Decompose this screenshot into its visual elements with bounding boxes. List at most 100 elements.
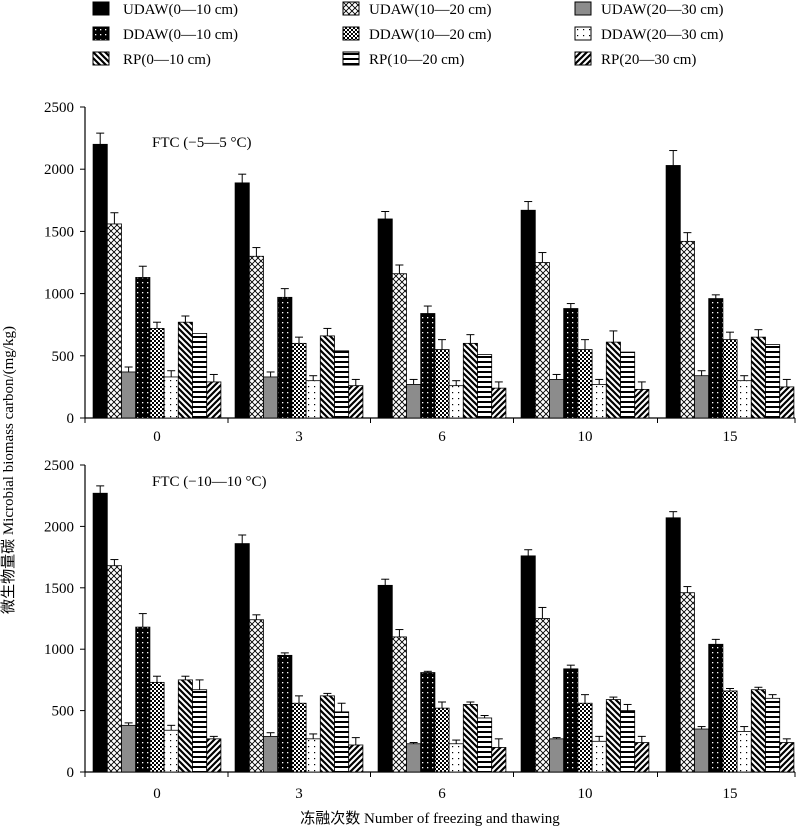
bar (106, 565, 122, 773)
legend-item: RP(20—30 cm) (574, 51, 696, 68)
bar (135, 626, 151, 773)
bar (750, 336, 766, 419)
legend-swatch (574, 51, 592, 66)
bar (177, 321, 193, 419)
bar (679, 240, 695, 419)
bar (779, 742, 795, 773)
x-tick-label: 3 (295, 786, 303, 802)
bar (563, 668, 579, 773)
bar (736, 380, 752, 419)
bar (192, 689, 208, 773)
legend-item: UDAW(10—20 cm) (342, 1, 492, 18)
legend-swatch (342, 26, 360, 41)
y-tick-label: 2000 (44, 162, 74, 178)
bar (277, 654, 293, 773)
bar (708, 298, 724, 419)
bar (722, 690, 738, 773)
bar (121, 371, 137, 419)
bar (149, 328, 165, 419)
bar (121, 724, 137, 773)
x-tick-label: 0 (153, 429, 161, 445)
bar (263, 376, 279, 419)
y-tick-label: 1000 (44, 642, 74, 658)
bar (248, 619, 264, 773)
legend-swatch (92, 26, 110, 41)
x-tick-label: 0 (153, 786, 161, 802)
bar (291, 342, 307, 419)
bar (448, 743, 464, 773)
bar (234, 543, 250, 773)
legend-item: UDAW(20—30 cm) (574, 1, 724, 18)
bar (234, 182, 250, 419)
legend: UDAW(0—10 cm) UDAW(10—20 cm) UDAW(20—30 … (92, 1, 724, 68)
legend-swatch (342, 51, 360, 66)
legend-label: UDAW(0—10 cm) (123, 2, 238, 18)
x-tick-label: 10 (578, 786, 593, 802)
legend-item: DDAW(10—20 cm) (342, 26, 492, 43)
bar (577, 702, 593, 773)
bar (319, 695, 335, 773)
y-tick-label: 0 (67, 765, 75, 781)
bar (591, 384, 607, 419)
legend-swatch (92, 51, 110, 66)
bar (348, 385, 364, 419)
x-axis-title: 冻融次数 Number of freezing and thawing (300, 809, 560, 827)
legend-label: RP(0—10 cm) (123, 52, 211, 68)
bar (135, 277, 151, 419)
bar (534, 262, 550, 419)
bar (477, 354, 493, 419)
y-tick-label: 1500 (44, 581, 74, 597)
bar (348, 744, 364, 773)
bar (319, 335, 335, 419)
x-tick-label: 6 (438, 786, 446, 802)
legend-label: UDAW(20—30 cm) (601, 2, 724, 18)
bar (448, 385, 464, 419)
bar (520, 555, 536, 773)
bar (591, 740, 607, 773)
x-tick-label: 3 (295, 429, 303, 445)
legend-item: UDAW(0—10 cm) (92, 1, 238, 18)
bar (491, 747, 507, 773)
bar (434, 349, 450, 419)
bar (620, 710, 636, 773)
bar (520, 209, 536, 419)
bar (634, 742, 650, 773)
x-tick-label: 10 (578, 429, 593, 445)
bar (406, 384, 422, 419)
legend-item: RP(10—20 cm) (342, 51, 464, 68)
bar (305, 738, 321, 773)
legend-swatch (92, 1, 110, 16)
legend-label: RP(10—20 cm) (369, 52, 464, 68)
x-tick-label: 15 (723, 429, 738, 445)
bar (263, 735, 279, 773)
bar (334, 350, 350, 419)
legend-swatch (574, 26, 592, 41)
chart-panel-ftc-5: 0 500 1000 1500 2000 2500 0 3 6 10 15 FTC (−5—5 °C) (44, 100, 796, 445)
bar (722, 339, 738, 419)
y-tick-label: 2500 (44, 458, 74, 474)
y-tick-label: 2000 (44, 519, 74, 535)
bar (206, 738, 222, 773)
bar (163, 729, 179, 773)
bar (534, 618, 550, 773)
bar (334, 711, 350, 773)
bar (605, 341, 621, 419)
bar (708, 643, 724, 773)
legend-item: DDAW(0—10 cm) (92, 26, 238, 43)
bar (634, 388, 650, 419)
bar (477, 717, 493, 773)
y-tick-label: 500 (52, 349, 75, 365)
bar (391, 636, 407, 773)
bar (305, 380, 321, 419)
bar (665, 517, 681, 773)
panel-annotation: FTC (−5—5 °C) (152, 135, 251, 151)
bar (92, 143, 108, 419)
legend-label: UDAW(10—20 cm) (369, 2, 492, 18)
x-tick-label: 6 (438, 429, 446, 445)
bar (406, 743, 422, 773)
bar (248, 255, 264, 419)
bar (277, 296, 293, 419)
bar (750, 689, 766, 773)
bar (549, 738, 565, 773)
